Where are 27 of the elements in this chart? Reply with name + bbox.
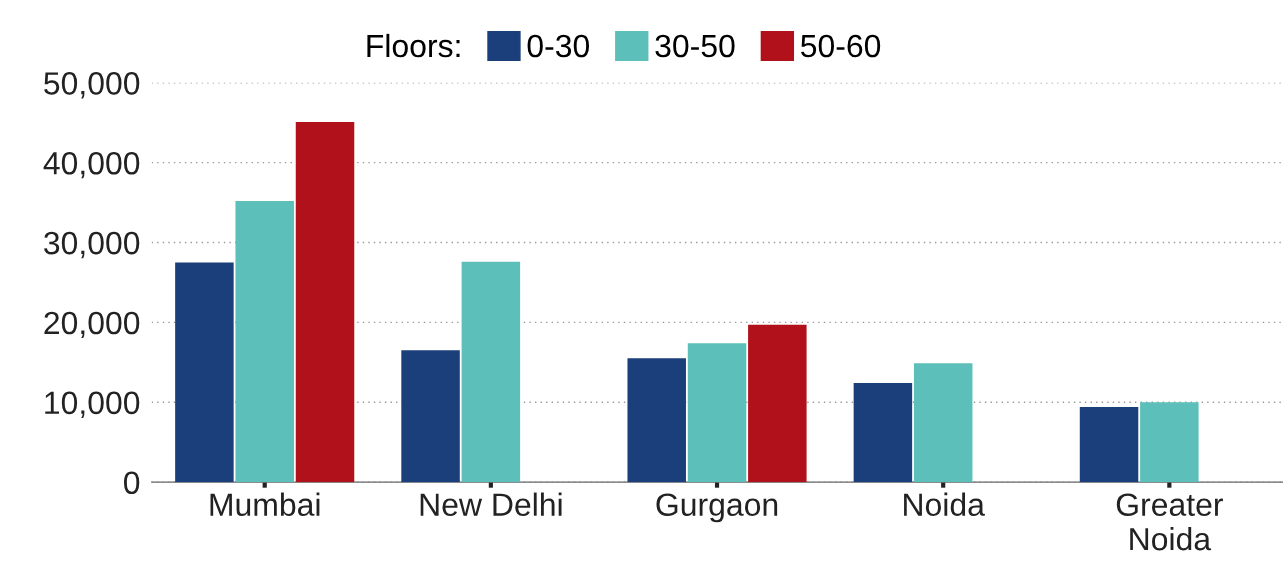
legend-label: 0-30 [527, 34, 590, 58]
bar [687, 343, 747, 483]
y-tick-label: 20,000 [44, 311, 140, 339]
bar [235, 201, 294, 483]
legend-label: 50-60 [801, 34, 881, 58]
x-tick-label: Gurgaon [656, 493, 778, 523]
bar [913, 363, 973, 483]
legend-label: 30-50 [655, 34, 735, 58]
bar [853, 383, 913, 483]
y-tick-label: 40,000 [43, 151, 140, 179]
bar [461, 261, 521, 483]
bar [401, 350, 460, 483]
y-tick-label: 30,000 [44, 231, 140, 259]
bar [1140, 402, 1199, 483]
x-tick-label: New Delhi [420, 492, 562, 517]
y-tick-label: 50,000 [44, 72, 140, 99]
bar [295, 121, 355, 483]
x-tick-label: Mumbai [210, 492, 320, 517]
bar [1079, 407, 1139, 483]
y-tick-label: 10,000 [45, 391, 140, 418]
y-tick-label: 0 [124, 471, 140, 495]
x-tick-label: Noida [904, 492, 985, 517]
legend-title: Floors: [367, 33, 460, 58]
bar [627, 358, 686, 483]
x-tick-label: Greater Noida [1116, 493, 1223, 551]
bar [748, 324, 807, 483]
bar [175, 262, 234, 483]
